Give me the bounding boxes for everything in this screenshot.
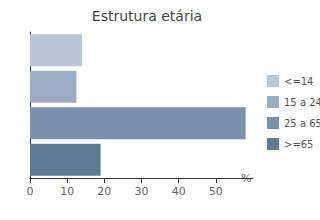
svg-text:15 a 24: 15 a 24	[284, 97, 320, 108]
svg-text:40: 40	[172, 185, 186, 198]
svg-text:0: 0	[27, 185, 34, 198]
svg-text:30: 30	[135, 185, 149, 198]
svg-text:10: 10	[60, 185, 74, 198]
svg-text:Estrutura etária: Estrutura etária	[92, 8, 202, 24]
svg-text:<=14: <=14	[284, 76, 313, 87]
svg-text:25 a 65: 25 a 65	[284, 118, 320, 129]
svg-text:>=65: >=65	[284, 139, 313, 150]
svg-text:50: 50	[209, 185, 223, 198]
svg-text:20: 20	[97, 185, 111, 198]
